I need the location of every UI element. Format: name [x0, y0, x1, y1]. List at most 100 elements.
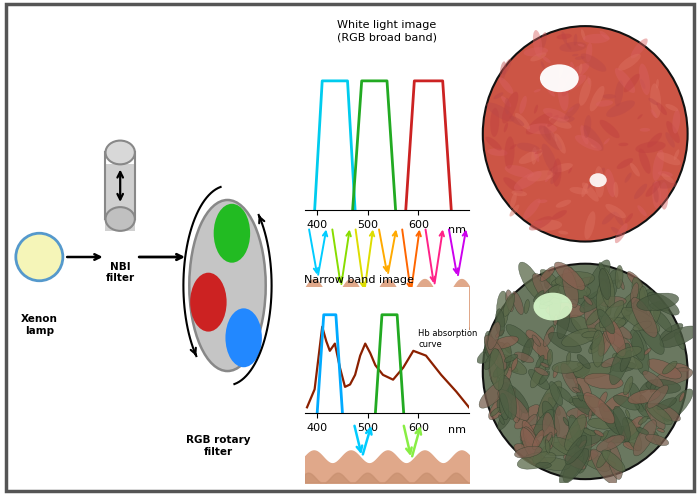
Ellipse shape [533, 293, 573, 320]
Ellipse shape [532, 335, 540, 346]
Ellipse shape [106, 141, 135, 164]
Ellipse shape [490, 407, 500, 416]
Ellipse shape [550, 310, 582, 334]
Ellipse shape [669, 363, 690, 372]
Ellipse shape [573, 362, 613, 379]
Ellipse shape [582, 183, 598, 201]
Ellipse shape [622, 417, 642, 451]
Ellipse shape [599, 269, 610, 299]
Ellipse shape [618, 143, 629, 146]
Ellipse shape [662, 361, 677, 374]
Ellipse shape [602, 212, 615, 225]
Ellipse shape [543, 108, 569, 121]
Ellipse shape [550, 167, 561, 184]
Ellipse shape [640, 395, 650, 412]
Circle shape [225, 308, 262, 367]
Ellipse shape [542, 56, 551, 63]
Ellipse shape [510, 144, 517, 149]
Ellipse shape [616, 315, 630, 329]
Ellipse shape [648, 301, 661, 329]
Ellipse shape [561, 31, 567, 44]
Ellipse shape [604, 270, 618, 304]
Ellipse shape [488, 322, 500, 349]
Ellipse shape [601, 430, 608, 441]
Ellipse shape [575, 56, 584, 60]
Ellipse shape [534, 104, 538, 114]
Ellipse shape [579, 63, 582, 74]
Ellipse shape [558, 231, 568, 235]
Ellipse shape [189, 200, 266, 371]
Ellipse shape [526, 112, 552, 135]
Ellipse shape [622, 416, 643, 440]
Ellipse shape [624, 173, 631, 183]
Ellipse shape [483, 340, 499, 353]
Ellipse shape [596, 280, 609, 317]
Ellipse shape [560, 275, 591, 306]
Ellipse shape [521, 431, 527, 448]
Ellipse shape [547, 115, 559, 127]
Ellipse shape [545, 175, 551, 182]
Ellipse shape [570, 62, 575, 75]
Text: nm: nm [449, 425, 466, 435]
Ellipse shape [514, 444, 548, 468]
Ellipse shape [548, 397, 560, 415]
Ellipse shape [561, 75, 587, 92]
Ellipse shape [487, 148, 508, 156]
Ellipse shape [565, 63, 589, 82]
Ellipse shape [550, 288, 561, 321]
Ellipse shape [533, 409, 554, 438]
Text: RGB rotary
filter: RGB rotary filter [186, 435, 251, 457]
Ellipse shape [495, 356, 512, 364]
Ellipse shape [490, 108, 499, 137]
Ellipse shape [568, 450, 598, 463]
Ellipse shape [581, 53, 606, 72]
Ellipse shape [580, 288, 610, 312]
Ellipse shape [534, 367, 548, 376]
Ellipse shape [477, 343, 505, 363]
Ellipse shape [570, 433, 601, 452]
Ellipse shape [578, 44, 584, 47]
Ellipse shape [533, 30, 542, 57]
Ellipse shape [552, 210, 567, 220]
Text: Hb absorption
curve: Hb absorption curve [419, 329, 478, 348]
Ellipse shape [673, 149, 679, 160]
Ellipse shape [647, 359, 682, 379]
Ellipse shape [599, 278, 612, 287]
Ellipse shape [531, 363, 545, 388]
Ellipse shape [566, 407, 595, 418]
Ellipse shape [522, 420, 537, 447]
Ellipse shape [526, 440, 539, 459]
Ellipse shape [610, 323, 632, 339]
Ellipse shape [536, 355, 544, 368]
Ellipse shape [624, 298, 635, 319]
Ellipse shape [570, 431, 590, 440]
Ellipse shape [645, 181, 661, 197]
Ellipse shape [610, 362, 636, 372]
Ellipse shape [584, 115, 592, 138]
Ellipse shape [573, 398, 595, 416]
Ellipse shape [650, 109, 657, 118]
Ellipse shape [636, 316, 664, 354]
Ellipse shape [566, 352, 570, 365]
Ellipse shape [599, 300, 624, 328]
Ellipse shape [640, 380, 654, 393]
Ellipse shape [665, 132, 675, 148]
Ellipse shape [583, 429, 596, 436]
Ellipse shape [566, 43, 571, 50]
Ellipse shape [547, 88, 555, 97]
Ellipse shape [503, 294, 514, 316]
Ellipse shape [486, 137, 502, 150]
Ellipse shape [576, 439, 581, 448]
Ellipse shape [650, 379, 657, 392]
Ellipse shape [627, 272, 643, 289]
Ellipse shape [505, 364, 518, 372]
Ellipse shape [550, 382, 563, 405]
Ellipse shape [568, 167, 572, 174]
Ellipse shape [551, 277, 564, 285]
Ellipse shape [606, 169, 615, 197]
Ellipse shape [614, 289, 643, 321]
Ellipse shape [541, 61, 545, 69]
Ellipse shape [556, 116, 575, 123]
Ellipse shape [542, 144, 558, 174]
Ellipse shape [620, 280, 624, 290]
